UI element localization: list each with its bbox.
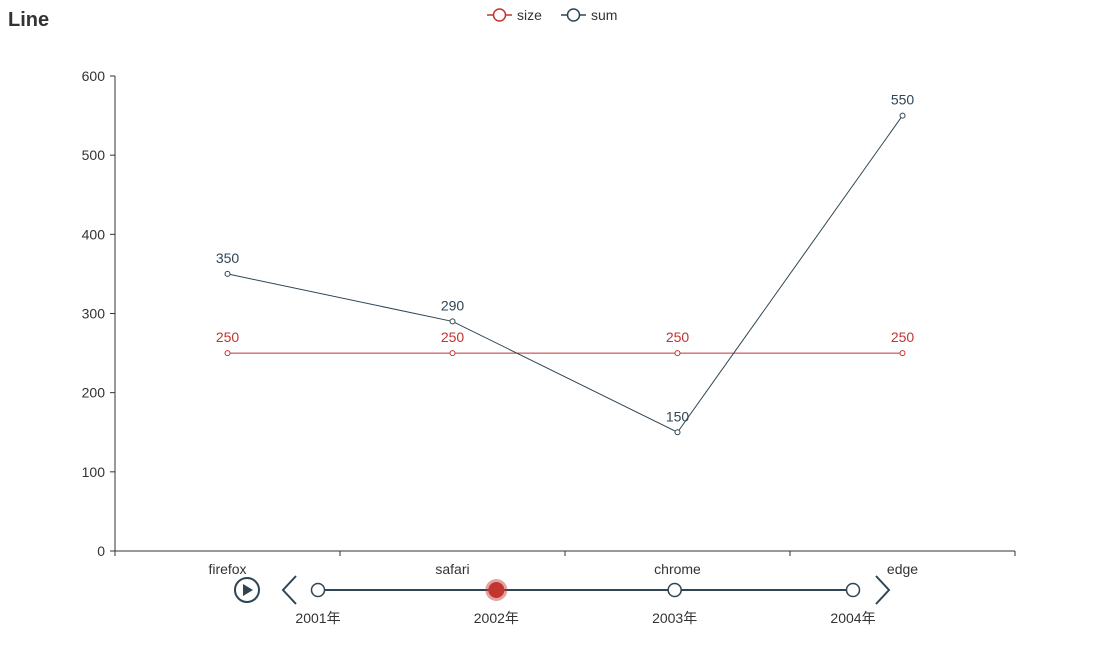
- timeline-label[interactable]: 2002年: [474, 610, 519, 626]
- y-tick-label: 500: [82, 147, 106, 163]
- data-label: 250: [216, 329, 240, 345]
- x-tick-label: chrome: [654, 561, 701, 577]
- data-label: 550: [891, 92, 915, 108]
- y-tick-label: 100: [82, 464, 106, 480]
- timeline-label[interactable]: 2004年: [830, 610, 875, 626]
- data-label: 350: [216, 250, 240, 266]
- y-tick-label: 300: [82, 306, 106, 322]
- timeline-item[interactable]: 2003年: [652, 582, 697, 627]
- play-icon[interactable]: [243, 584, 253, 596]
- y-axis: 0 100 200 300 400 500 600: [82, 68, 116, 559]
- series-size: 250 250 250 250: [216, 329, 915, 357]
- x-tick-label: edge: [887, 561, 918, 577]
- legend-label[interactable]: sum: [591, 7, 617, 23]
- y-tick-label: 400: [82, 226, 106, 242]
- chevron-left-icon[interactable]: [281, 575, 297, 605]
- data-point[interactable]: [449, 350, 456, 357]
- timeline: 2001年 2002年 2003年 2004年: [234, 575, 891, 627]
- legend: size sum: [487, 7, 617, 23]
- series-line: [227, 115, 903, 433]
- series-sum: 350 290 150 550: [216, 92, 915, 436]
- data-label: 250: [441, 329, 465, 345]
- timeline-item[interactable]: 2004年: [830, 582, 876, 627]
- chevron-right-icon[interactable]: [875, 575, 891, 605]
- legend-item-size[interactable]: size: [487, 7, 542, 23]
- legend-item-sum[interactable]: sum: [561, 7, 617, 23]
- timeline-item[interactable]: 2001年: [295, 582, 341, 627]
- x-axis: firefox safari chrome edge: [114, 550, 1016, 577]
- series-layer: 250 250 250 250 350 290 150 550: [216, 92, 915, 436]
- y-tick-label: 600: [82, 68, 106, 84]
- data-point[interactable]: [224, 270, 231, 277]
- timeline-label[interactable]: 2003年: [652, 610, 697, 626]
- x-tick-label: safari: [435, 561, 469, 577]
- data-label: 250: [891, 329, 915, 345]
- y-tick-label: 200: [82, 385, 106, 401]
- timeline-item[interactable]: 2002年: [474, 579, 519, 626]
- data-point[interactable]: [899, 112, 906, 119]
- timeline-dot[interactable]: [845, 582, 861, 598]
- data-label: 290: [441, 297, 465, 313]
- y-tick-label: 0: [97, 543, 105, 559]
- timeline-dot[interactable]: [310, 582, 326, 598]
- data-point[interactable]: [899, 350, 906, 357]
- data-point[interactable]: [449, 318, 456, 325]
- chart-title: Line: [8, 9, 49, 31]
- timeline-dot[interactable]: [667, 582, 682, 598]
- data-point[interactable]: [224, 350, 231, 357]
- play-button[interactable]: [234, 577, 260, 603]
- timeline-points: 2001年 2002年 2003年 2004年: [295, 579, 876, 627]
- data-label: 250: [666, 329, 690, 345]
- legend-label[interactable]: size: [517, 7, 542, 23]
- data-point[interactable]: [674, 429, 681, 436]
- timeline-active-dot[interactable]: [488, 582, 505, 598]
- legend-circle-icon[interactable]: [566, 8, 581, 22]
- legend-circle-icon[interactable]: [492, 8, 507, 22]
- x-tick-label: firefox: [208, 561, 246, 577]
- timeline-label[interactable]: 2001年: [295, 610, 340, 626]
- data-label: 150: [666, 408, 690, 424]
- data-point[interactable]: [674, 350, 681, 357]
